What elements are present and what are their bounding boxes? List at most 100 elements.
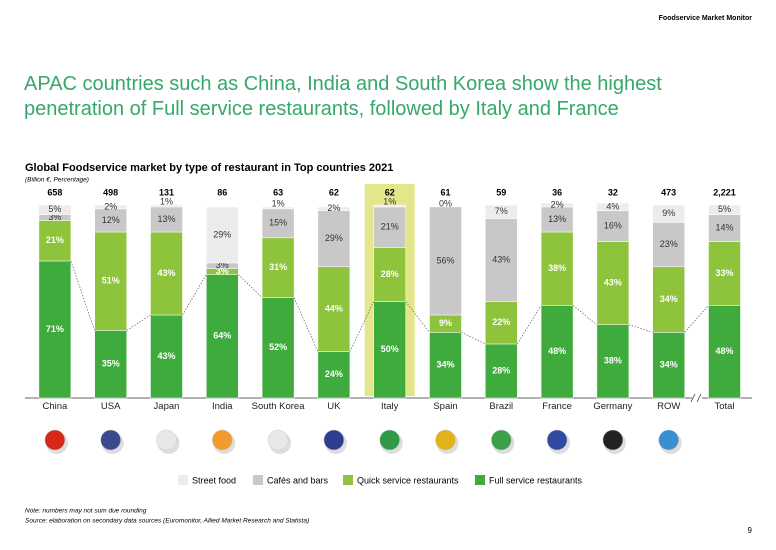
total-label: 473	[661, 187, 676, 197]
bar-segment	[373, 204, 406, 208]
value-label: 56%	[436, 255, 454, 265]
flag	[156, 429, 177, 451]
value-label: 34%	[436, 360, 454, 370]
connector	[182, 274, 207, 316]
bar-segment	[94, 330, 127, 399]
value-label: 4%	[606, 201, 619, 211]
value-label: 1%	[272, 198, 285, 208]
bar-segment	[261, 208, 295, 239]
value-label: 24%	[325, 369, 343, 379]
axis-break	[696, 393, 702, 403]
value-label: 38%	[548, 263, 566, 273]
value-label: 34%	[660, 294, 678, 304]
value-label: 43%	[492, 254, 510, 264]
value-label: 1%	[160, 196, 173, 206]
value-label: 5%	[718, 204, 731, 214]
flag	[267, 429, 289, 451]
axis-break	[690, 393, 696, 403]
bar-segment	[317, 206, 351, 212]
x-tick-label: Italy	[380, 401, 399, 412]
x-tick-label: South Korea	[251, 401, 305, 412]
connector	[461, 332, 486, 345]
value-label: 3%	[48, 212, 61, 222]
value-label: 29%	[213, 229, 231, 239]
bar-segment	[708, 204, 741, 215]
x-tick-label: Total	[714, 401, 735, 412]
value-label: 13%	[157, 214, 175, 224]
value-label: 71%	[46, 324, 64, 334]
value-label: 9%	[662, 208, 675, 218]
value-label: 12%	[102, 215, 120, 225]
value-label: 28%	[492, 365, 510, 375]
bar-segment	[540, 202, 574, 208]
x-tick-label: UK	[327, 401, 341, 412]
bar-segment	[206, 206, 239, 264]
value-label: 14%	[715, 223, 733, 233]
bar-segment	[540, 305, 574, 399]
connector	[70, 260, 95, 331]
bar-segment	[652, 204, 685, 223]
value-label: 33%	[715, 268, 733, 278]
flag	[212, 429, 233, 451]
total-label: 61	[440, 187, 450, 197]
bar-segment	[485, 343, 518, 399]
bar-segment	[596, 210, 630, 242]
bar-segment	[317, 351, 351, 399]
legend-swatch	[343, 475, 353, 485]
value-label: 22%	[492, 317, 510, 327]
bar-segment	[708, 214, 741, 242]
chart-title: Global Foodservice market by type of res…	[25, 162, 393, 174]
legend-swatch	[178, 475, 188, 485]
total-label: 63	[273, 187, 283, 197]
bar-segment	[373, 301, 406, 399]
value-label: 21%	[381, 222, 399, 232]
value-label: 52%	[269, 342, 287, 352]
bar-segment	[708, 305, 741, 399]
x-tick-label: Brazil	[489, 401, 514, 412]
value-label: 9%	[439, 318, 452, 328]
value-label: 16%	[604, 221, 622, 231]
value-label: 64%	[213, 331, 231, 341]
value-label: 13%	[548, 214, 566, 224]
bar-segment	[708, 241, 741, 306]
value-label: 38%	[604, 356, 622, 366]
value-label: 5%	[48, 204, 61, 214]
flag	[323, 429, 345, 451]
bar-segment	[261, 237, 295, 298]
value-label: 0%	[439, 198, 452, 208]
x-tick-label: USA	[100, 401, 121, 412]
x-tick-label: China	[42, 401, 68, 412]
x-tick-label: India	[211, 401, 233, 412]
bar-segment	[94, 204, 127, 210]
bar-segment	[485, 301, 518, 345]
total-label: 62	[385, 187, 395, 197]
header: Foodservice Market Monitor	[659, 15, 753, 22]
bar-segment	[94, 231, 127, 331]
value-label: 44%	[325, 304, 343, 314]
bar-segment	[38, 220, 72, 262]
bar-segment	[261, 297, 295, 399]
bar-segment	[150, 206, 183, 233]
value-label: 43%	[604, 278, 622, 288]
flag	[491, 429, 512, 451]
total-label: 498	[103, 187, 118, 197]
connector	[684, 305, 709, 333]
value-label: 28%	[381, 269, 399, 279]
value-label: 43%	[157, 268, 175, 278]
bar-segment	[596, 324, 630, 399]
value-label: 51%	[102, 276, 120, 286]
bar-segment	[596, 202, 630, 212]
bar-segment	[540, 231, 574, 306]
total-label: 658	[47, 187, 62, 197]
total-label: 62	[329, 187, 339, 197]
bar-segment	[485, 204, 518, 219]
total-label: 36	[552, 187, 562, 197]
bar-segment	[206, 274, 239, 399]
value-label: 21%	[46, 235, 64, 245]
value-label: 34%	[660, 360, 678, 370]
connector	[628, 324, 653, 333]
legend-label: Quick service restaurants	[357, 475, 459, 485]
value-label: 3%	[216, 266, 229, 276]
